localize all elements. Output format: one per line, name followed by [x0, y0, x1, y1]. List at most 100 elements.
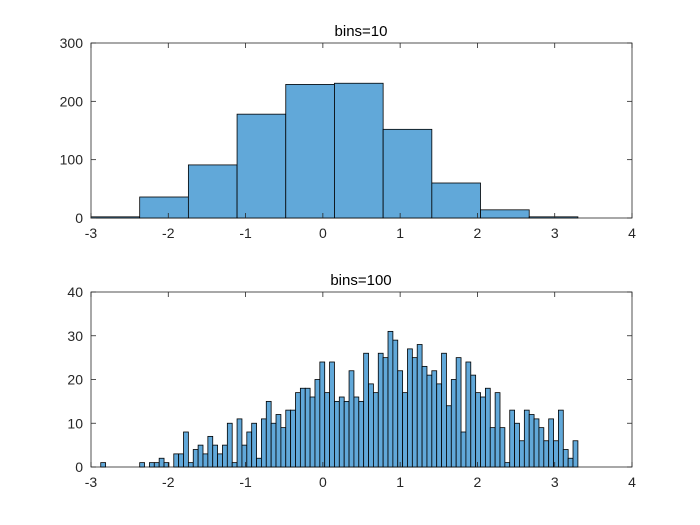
histogram-bar [158, 457, 165, 468]
histogram-bar [139, 462, 145, 468]
histogram-bar [480, 396, 486, 468]
histogram-bar [416, 344, 423, 468]
histogram-bar [372, 392, 379, 468]
histogram-bar [431, 182, 481, 219]
histogram-bar [202, 453, 209, 468]
histogram-bar [222, 444, 228, 468]
histogram-bar [90, 216, 141, 219]
x-tick-label: -3 [85, 474, 98, 490]
histogram-bar [382, 357, 389, 468]
histogram-bar [407, 348, 413, 468]
histogram-bar [149, 462, 155, 468]
x-tick-label: -2 [162, 225, 175, 241]
bars-top [90, 82, 579, 219]
y-tick-label: 300 [60, 35, 84, 51]
histogram-bar [324, 392, 330, 468]
y-tick-label: 200 [60, 93, 84, 109]
histogram-bar [231, 462, 238, 468]
histogram-bar [299, 387, 306, 468]
histogram-bar [329, 361, 335, 468]
x-tick-label: 1 [396, 474, 404, 490]
histogram-bar [265, 400, 272, 468]
histogram-bar [236, 418, 243, 468]
histogram-bar [494, 392, 501, 468]
histogram-bar [139, 196, 189, 219]
histogram-bar [290, 409, 296, 468]
x-tick-label: -1 [239, 474, 252, 490]
histogram-bar [275, 414, 282, 468]
bars-bottom [100, 330, 579, 468]
histogram-bar [553, 440, 559, 468]
histogram-bar [212, 444, 218, 468]
histogram-bar [377, 352, 384, 468]
histogram-bar [304, 387, 311, 468]
x-tick-label: 1 [396, 225, 404, 241]
histogram-bar [387, 330, 394, 468]
histogram-bar [187, 462, 194, 468]
histogram-bar [197, 444, 204, 468]
x-tick-label: 3 [551, 225, 559, 241]
y-tick-label: 0 [75, 210, 83, 226]
histogram-bar [187, 164, 238, 219]
histogram-bar [475, 392, 481, 468]
chart-title-top: bins=10 [335, 23, 388, 40]
histogram-bar [236, 113, 287, 219]
histogram-bar [295, 392, 301, 468]
histogram-bar [343, 400, 350, 468]
y-tick-label: 10 [67, 415, 83, 431]
histogram-bar [441, 352, 447, 468]
histogram-bar [261, 418, 267, 468]
histogram-bar [426, 374, 433, 468]
histogram-bar [314, 379, 321, 468]
histogram-bar [270, 422, 277, 468]
histogram-bar [153, 462, 160, 468]
histogram-bar [436, 383, 442, 468]
histogram-bar [460, 431, 467, 468]
histogram-bar [192, 449, 199, 468]
y-tick-label: 0 [75, 459, 83, 475]
histogram-bar [280, 427, 287, 468]
histogram-bar [402, 392, 408, 468]
y-tick-label: 20 [67, 372, 83, 388]
histogram-bar [484, 387, 491, 468]
histogram-bar [514, 422, 520, 468]
histogram-bar [100, 462, 107, 468]
y-tick-label: 30 [67, 328, 83, 344]
histogram-bar [558, 409, 564, 468]
histogram-bar [450, 379, 457, 468]
x-tick-label: -3 [85, 225, 98, 241]
histogram-bar [538, 427, 545, 468]
histogram-bar [528, 414, 535, 468]
histogram-bar [421, 365, 428, 468]
histogram-bar [499, 427, 506, 468]
histogram-bar [363, 352, 369, 468]
histogram-bar [285, 84, 335, 219]
histogram-bar [251, 422, 257, 468]
x-tick-label: -1 [239, 225, 252, 241]
x-tick-label: 0 [319, 225, 327, 241]
histogram-bar [217, 453, 223, 468]
histogram-bar [353, 396, 360, 468]
histogram-bar [334, 82, 384, 219]
histogram-bar [163, 462, 170, 468]
histogram-bar [465, 361, 472, 468]
x-tick-label: 0 [319, 474, 327, 490]
histogram-bar [523, 409, 530, 468]
x-tick-label: -2 [162, 474, 175, 490]
histogram-bar [392, 339, 399, 468]
histogram-bar [572, 440, 579, 468]
y-tick-label: 100 [60, 152, 84, 168]
histogram-bar [178, 453, 184, 468]
histogram-bar [562, 449, 569, 468]
histogram-bar [334, 400, 340, 468]
histogram-bar [480, 209, 530, 219]
histogram-bar [338, 396, 345, 468]
histogram-bar [431, 370, 438, 468]
histogram-bar [509, 409, 516, 468]
x-tick-label: 4 [628, 225, 636, 241]
histogram-bar [285, 409, 292, 468]
histogram-bar [256, 457, 262, 468]
